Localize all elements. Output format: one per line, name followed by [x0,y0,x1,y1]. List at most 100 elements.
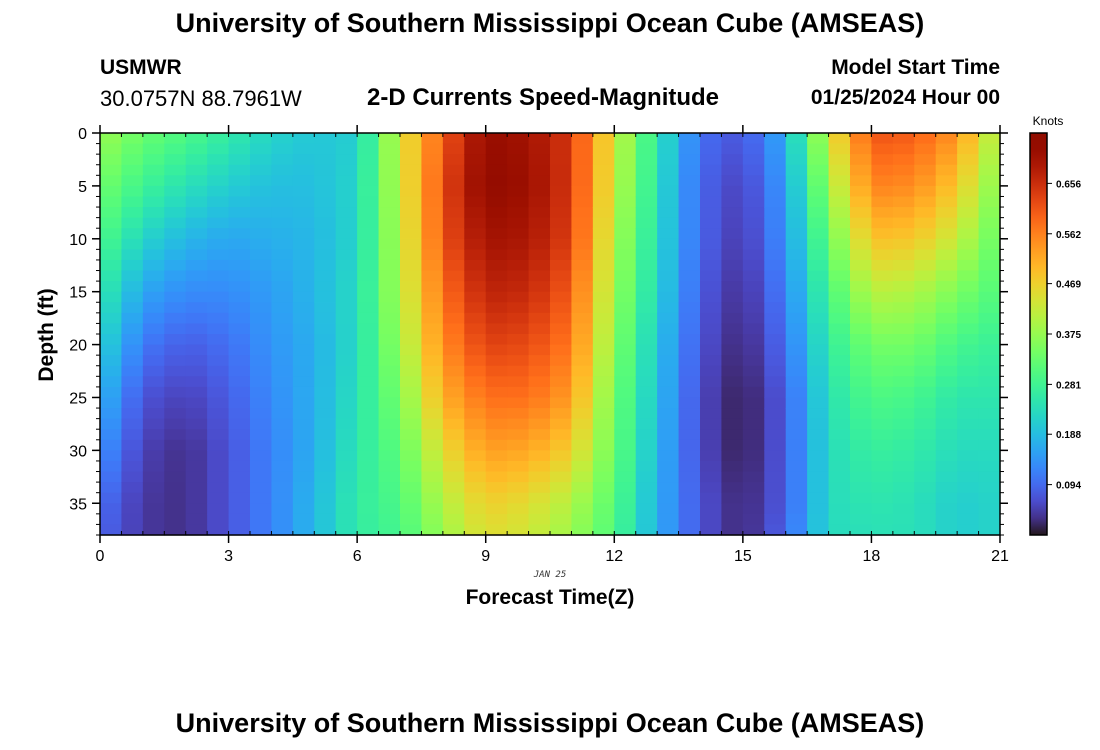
heatmap-cell [185,418,208,430]
heatmap-cell [764,259,787,272]
heatmap-cell [357,397,380,409]
heatmap-cell [100,460,123,473]
heatmap-cell [357,323,380,335]
heatmap-cell [100,228,123,240]
heatmap-cell [228,175,251,187]
heatmap-cell [228,397,251,409]
heatmap-cell [164,196,187,208]
heatmap-cell [892,513,915,526]
colorbar-label: Knots [1033,114,1064,128]
heatmap-cell [314,408,337,420]
heatmap-cell [871,365,894,377]
heatmap-cell [507,249,530,261]
heatmap-cell [507,143,530,155]
heatmap-cell [121,249,144,261]
heatmap-cell [421,185,444,198]
heatmap-cell [850,365,873,377]
heatmap-cell [378,492,401,504]
heatmap-cell [528,228,551,240]
heatmap-cell [635,185,658,198]
heatmap-cell [271,196,294,208]
heatmap-cell [507,154,530,166]
heatmap-cell [785,217,808,229]
heatmap-cell [742,133,765,145]
heatmap-cell [850,386,873,399]
heatmap-cell [550,217,573,229]
heatmap-cell [357,482,380,494]
heatmap-cell [957,228,980,240]
heatmap-cell [592,492,615,504]
colorbar-tick-label: 0.375 [1056,330,1081,341]
heatmap-cell [528,323,551,335]
heatmap-cell [850,302,873,314]
heatmap-cell [657,312,680,325]
heatmap-cell [978,281,1001,293]
heatmap-cell [314,291,337,303]
heatmap-cell [442,259,465,272]
heatmap-cell [314,376,337,388]
heatmap-cell [892,143,915,155]
heatmap-cell [228,471,251,483]
model-start-label: Model Start Time [831,56,1000,79]
heatmap-cell [507,196,530,208]
heatmap-cell [700,482,723,494]
heatmap-cell [828,460,851,473]
heatmap-cell [207,217,230,229]
heatmap-cell [635,175,658,187]
heatmap-cell [700,154,723,166]
heatmap-cell [485,513,508,526]
heatmap-cell [935,482,958,494]
heatmap-cell [164,482,187,494]
heatmap-cell [378,154,401,166]
heatmap-cell [978,270,1001,282]
heatmap-cell [550,439,573,451]
heatmap-cell [742,312,765,325]
heatmap-cell [635,133,658,145]
heatmap-cell [935,196,958,208]
heatmap-cell [678,133,701,145]
heatmap-cell [100,418,123,430]
heatmap-cell [592,270,615,282]
heatmap-cell [142,143,165,155]
heatmap-cell [464,228,487,240]
heatmap-cell [678,238,701,250]
heatmap-cell [700,312,723,325]
heatmap-cell [185,249,208,261]
heatmap-cell [657,460,680,473]
heatmap-cell [571,270,594,282]
heatmap-cell [721,418,744,430]
heatmap-cell [785,207,808,219]
heatmap-cell [678,376,701,388]
heatmap-cell [121,513,144,526]
heatmap-cell [571,471,594,483]
heatmap-cell [378,217,401,229]
heatmap-cell [764,376,787,388]
heatmap-cell [164,217,187,229]
heatmap-cell [871,133,894,145]
heatmap-cell [357,386,380,399]
heatmap-cell [592,344,615,356]
heatmap-cell [485,270,508,282]
heatmap-cell [614,365,637,377]
heatmap-cell [378,143,401,155]
heatmap-cell [185,207,208,219]
heatmap-cell [357,429,380,441]
heatmap-cell [164,492,187,504]
heatmap-cell [635,524,658,536]
heatmap-cell [357,259,380,272]
heatmap-cell [978,238,1001,250]
heatmap-cell [271,439,294,451]
heatmap-cell [978,133,1001,145]
heatmap-cell [250,249,273,261]
heatmap-cell [314,249,337,261]
heatmap-cell [871,386,894,399]
heatmap-cell [314,460,337,473]
heatmap-cell [807,513,830,526]
heatmap-cell [635,397,658,409]
heatmap-cell [978,376,1001,388]
heatmap-cell [892,154,915,166]
heatmap-cell [764,397,787,409]
heatmap-cell [935,207,958,219]
heatmap-cell [657,513,680,526]
heatmap-cell [528,365,551,377]
